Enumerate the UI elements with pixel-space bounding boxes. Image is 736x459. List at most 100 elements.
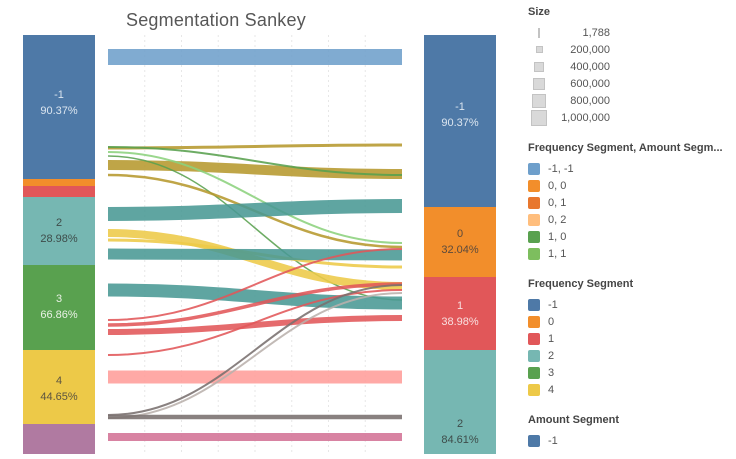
bar-segment-2[interactable]: 2 84.61% [424,350,496,454]
legend-label: 1 [548,332,555,345]
sankey-flows-svg [107,35,403,454]
sankey-flow[interactable] [107,315,403,335]
sankey-flow[interactable] [107,292,403,419]
bar-segment-1[interactable]: 1 38.98% [424,277,496,350]
legend-color-swatch [528,298,540,311]
size-mark [531,109,547,126]
bar-segment-label: 1 38.98% [441,299,479,328]
bar-segment-label: 0 32.04% [441,228,479,256]
size-legend-item[interactable]: 400,000 [528,58,730,75]
legend-item-0-2[interactable]: 0, 2 [528,211,730,228]
legend-color-swatch [528,366,540,379]
legend-color-swatch [528,196,540,209]
size-mark [532,93,546,108]
legend-color-swatch [528,332,540,345]
legend-label: -1 [548,298,558,311]
bar-segment-label: 4 44.65% [40,374,78,403]
bar-segment-label: -1 90.37% [40,89,78,118]
legend-item-0-1[interactable]: 0, 1 [528,194,730,211]
sankey-flow[interactable] [107,151,403,244]
size-mark-cell [528,109,550,126]
legend-label: 4 [548,383,555,396]
size-legend-item[interactable]: 1,000,000 [528,109,730,126]
bar-segment-label: 3 66.86% [40,293,78,322]
size-legend-item[interactable]: 600,000 [528,75,730,92]
size-legend-item[interactable]: 1,788 [528,24,730,41]
legend-item-2[interactable]: 2 [528,347,730,364]
amount-legend-items: -1 [528,432,730,449]
sankey-chart [107,35,403,454]
size-label: 200,000 [570,43,610,56]
legend-color-swatch [528,179,540,192]
legend-color-swatch [528,383,540,396]
legend-item-0-0[interactable]: 0, 0 [528,177,730,194]
legend-item--1[interactable]: -1 [528,432,730,449]
size-mark-cell [528,93,550,108]
bar-segment[interactable] [23,179,95,187]
legend-color-swatch [528,213,540,226]
amount-legend: Amount Segment -1 [528,414,730,449]
sankey-flow[interactable] [107,146,403,176]
size-label: 400,000 [570,60,610,73]
legend-item-4[interactable]: 4 [528,381,730,398]
sankey-flow[interactable] [107,282,403,327]
legend-label: 0, 1 [548,196,567,209]
legend-label: 0, 0 [548,179,567,192]
legend-color-swatch [528,349,540,362]
legend-label: 1, 1 [548,247,567,260]
amount-legend-title: Amount Segment [528,414,620,426]
size-mark [535,46,543,53]
size-legend-items: 1,788 200,000 400,000 600,000 800,000 1,000,0… [528,24,730,126]
left-segment-bar: -1 90.37% 2 28.98% 3 66.86% 4 44.65% [23,35,95,454]
sankey-flow[interactable] [107,289,403,356]
bar-segment--1[interactable]: -1 90.37% [424,35,496,207]
bar-segment-label: 2 84.61% [441,418,479,446]
frequency-legend-items: -1 0 1 2 3 4 [528,296,730,398]
legend-color-swatch [528,247,540,260]
sankey-flow[interactable] [107,160,403,179]
bar-segment-0[interactable]: 0 32.04% [424,207,496,277]
size-legend-item[interactable]: 200,000 [528,41,730,58]
size-label: 600,000 [570,77,610,90]
bar-segment[interactable] [23,186,95,198]
bar-segment-2[interactable]: 2 28.98% [23,197,95,265]
legend-label: 2 [548,349,555,362]
legend-label: -1 [548,434,558,447]
sankey-flow[interactable] [107,248,403,261]
legend-label: 3 [548,366,555,379]
size-legend-item[interactable]: 800,000 [528,92,730,109]
size-mark-cell [528,27,550,38]
legend-panel: Size 1,788 200,000 400,000 600,000 800,000 1,… [528,6,730,454]
sankey-flow[interactable] [107,284,403,416]
legend-color-swatch [528,162,540,175]
legend-item-0[interactable]: 0 [528,313,730,330]
legend-label: 0, 2 [548,213,567,226]
size-mark-cell [528,46,550,53]
combo-legend-items: -1, -1 0, 0 0, 1 0, 2 1, 0 1, 1 [528,160,730,262]
bar-segment--1[interactable]: -1 90.37% [23,35,95,180]
size-mark [534,61,544,72]
bar-segment-label: -1 90.37% [441,101,479,129]
bar-segment-4[interactable]: 4 44.65% [23,349,95,425]
sankey-flow[interactable] [107,248,403,321]
size-label: 1,000,000 [561,111,610,124]
legend-item-3[interactable]: 3 [528,364,730,381]
legend-color-swatch [528,230,540,243]
size-mark-cell [528,61,550,72]
legend-item--1--1[interactable]: -1, -1 [528,160,730,177]
bar-segment-3[interactable]: 3 66.86% [23,264,95,350]
legend-label: -1, -1 [548,162,574,175]
bar-segment[interactable] [23,424,95,454]
sankey-flow[interactable] [107,283,403,310]
size-legend-title: Size [528,6,551,18]
right-segment-bar: -1 90.37% 0 32.04% 1 38.98% 2 84.61% [424,35,496,454]
legend-item--1[interactable]: -1 [528,296,730,313]
frequency-legend: Frequency Segment -1 0 1 2 3 4 [528,278,730,398]
size-legend: Size 1,788 200,000 400,000 600,000 800,000 1,… [528,6,730,126]
legend-item-1-1[interactable]: 1, 1 [528,245,730,262]
legend-item-1-0[interactable]: 1, 0 [528,228,730,245]
sankey-flow[interactable] [107,199,403,221]
legend-color-swatch [528,315,540,328]
legend-item-1[interactable]: 1 [528,330,730,347]
